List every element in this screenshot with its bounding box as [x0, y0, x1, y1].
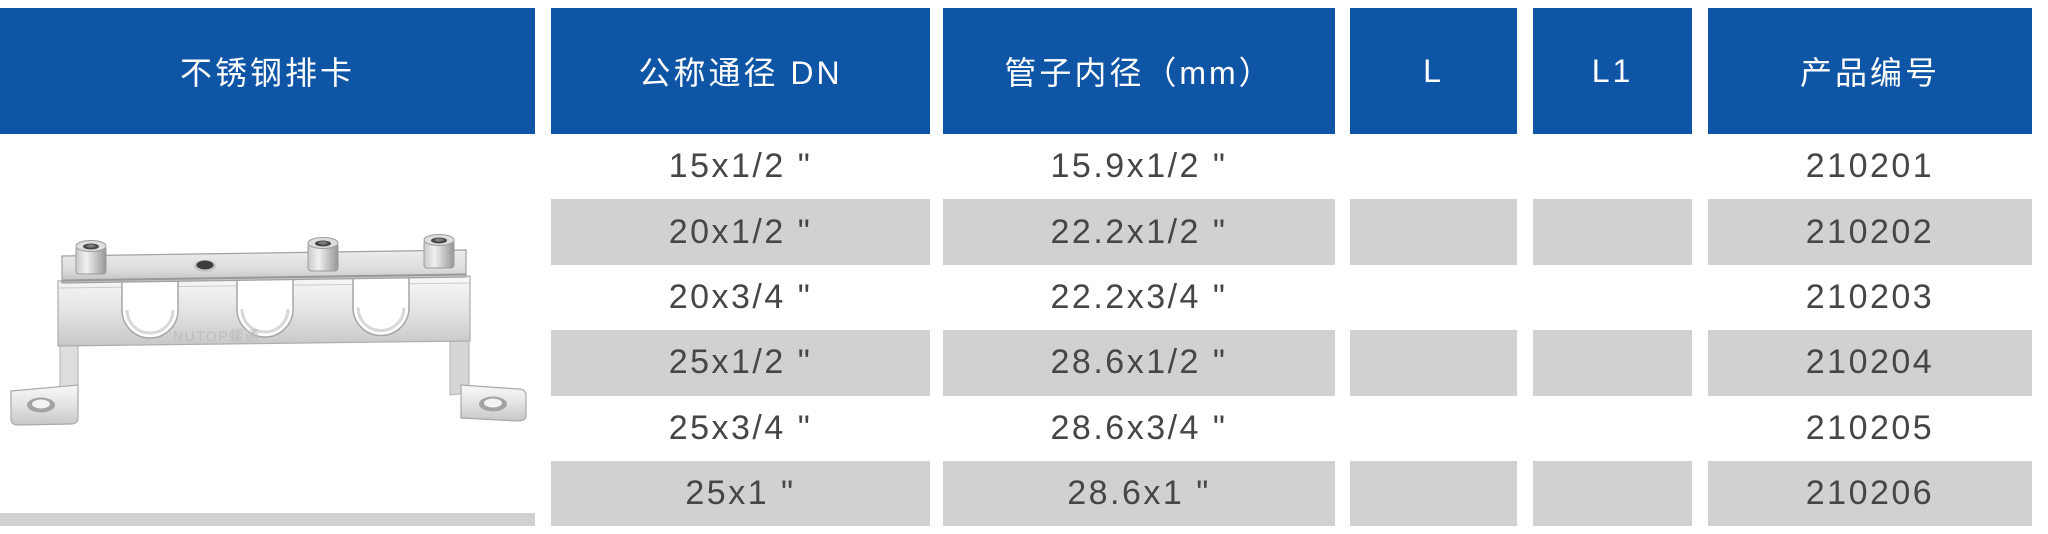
- column-header-code: 产品编号: [1708, 8, 2032, 134]
- column-code: 产品编号 210201 210202 210203 210204 210205 …: [1708, 8, 2032, 527]
- table-cell: 25x1 ": [551, 460, 930, 527]
- column-inner-rows: 15.9x1/2 " 22.2x1/2 " 22.2x3/4 " 28.6x1/…: [943, 134, 1335, 527]
- table-cell: [1533, 134, 1692, 199]
- bracket-feet: [10, 384, 527, 426]
- table-cell: [1533, 330, 1692, 396]
- table-cell: 28.6x3/4 ": [1050, 408, 1228, 447]
- screw-icon: [307, 237, 339, 272]
- column-code-rows: 210201 210202 210203 210204 210205 21020…: [1708, 134, 2032, 527]
- table-cell: 28.6x1/2 ": [943, 330, 1335, 396]
- table-cell: [1533, 199, 1692, 265]
- table-cell: 210201: [1805, 147, 1935, 186]
- product-image-cell: NUTOP螺通: [0, 134, 535, 513]
- table-cell: 28.6x1 ": [943, 460, 1335, 527]
- column-inner-diameter: 管子内径（mm） 15.9x1/2 " 22.2x1/2 " 22.2x3/4 …: [943, 8, 1335, 527]
- column-header-dn: 公称通径 DN: [551, 8, 930, 134]
- column-dn-rows: 15x1/2 " 20x1/2 " 20x3/4 " 25x1/2 " 25x3…: [551, 134, 930, 527]
- column-header-l1: L1: [1533, 8, 1692, 134]
- table-cell: [1533, 396, 1692, 461]
- table-cell: [1350, 460, 1517, 527]
- screw-icon: [423, 234, 455, 269]
- product-logo-text: NUTOP螺通: [173, 328, 260, 344]
- bracket-legs: [59, 331, 470, 400]
- table-cell: 210205: [1805, 408, 1935, 447]
- table-cell: [1350, 396, 1517, 461]
- product-photo: NUTOP螺通: [10, 234, 527, 426]
- table-cell: [1533, 265, 1692, 330]
- table-cell: 210204: [1708, 330, 2032, 396]
- table-cell: [1350, 265, 1517, 330]
- column-header-product: 不锈钢排卡: [0, 8, 535, 134]
- column-header-inner-diameter: 管子内径（mm）: [943, 8, 1335, 134]
- table-cell: 25x1/2 ": [551, 330, 930, 396]
- plate-hole: [196, 260, 214, 270]
- column-l: L: [1350, 8, 1517, 527]
- clamp-top-plate: [61, 249, 467, 284]
- clamp-body: [57, 275, 471, 347]
- table-cell: 25x3/4 ": [668, 408, 813, 447]
- column-l1: L1: [1533, 8, 1692, 527]
- table-cell: 15.9x1/2 ": [1050, 147, 1228, 186]
- column-dn: 公称通径 DN 15x1/2 " 20x1/2 " 20x3/4 " 25x1/…: [551, 8, 930, 527]
- table-cell: 210206: [1708, 460, 2032, 527]
- table-cell: 15x1/2 ": [668, 147, 813, 186]
- table-cell: [1350, 134, 1517, 199]
- table-cell: [1533, 460, 1692, 527]
- screw-icon: [75, 240, 107, 275]
- table-cell: 20x1/2 ": [551, 199, 930, 265]
- table-cell: 20x3/4 ": [668, 277, 813, 316]
- table-cell: 22.2x3/4 ": [1050, 277, 1228, 316]
- table-cell: [1350, 330, 1517, 396]
- column-header-l: L: [1350, 8, 1517, 134]
- column-l-rows: [1350, 134, 1517, 527]
- table-cell: 210202: [1708, 199, 2032, 265]
- column-product: 不锈钢排卡: [0, 8, 535, 526]
- socket-screws: [75, 234, 455, 275]
- column-l1-rows: [1533, 134, 1692, 527]
- table-cell: [1350, 199, 1517, 265]
- bottom-gray-bar: [0, 513, 535, 526]
- table-cell: 210203: [1805, 277, 1935, 316]
- table-cell: 22.2x1/2 ": [943, 199, 1335, 265]
